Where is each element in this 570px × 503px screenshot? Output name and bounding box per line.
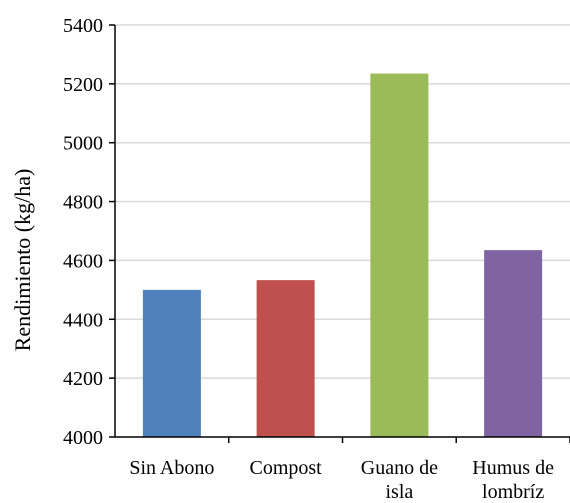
x-category-label: Compost [250, 457, 323, 479]
x-category-label: isla [385, 481, 413, 503]
y-tick-label: 5400 [63, 15, 103, 37]
y-tick-label: 4400 [63, 309, 103, 331]
x-category-label: lombríz [482, 481, 544, 503]
y-tick-label: 4800 [63, 192, 103, 214]
x-category-label: Sin Abono [129, 457, 214, 479]
x-category-label: Humus de [472, 457, 554, 479]
y-tick-label: 5000 [63, 133, 103, 155]
bar [256, 280, 315, 437]
y-tick-label: 4200 [63, 368, 103, 390]
y-tick-label: 5200 [63, 74, 103, 96]
bars [142, 73, 543, 438]
y-tick-label: 4000 [63, 427, 103, 449]
axes [114, 25, 570, 443]
bar [142, 289, 201, 437]
y-tick-labels: 4000 4200 4400 4600 4800 5000 5200 5400 [63, 15, 115, 449]
bar [370, 73, 429, 438]
bar [484, 250, 543, 437]
y-axis-title: Rendimiento (kg/ha) [10, 169, 35, 352]
x-category-label: Guano de [361, 457, 438, 479]
y-tick-label: 4600 [63, 250, 103, 272]
